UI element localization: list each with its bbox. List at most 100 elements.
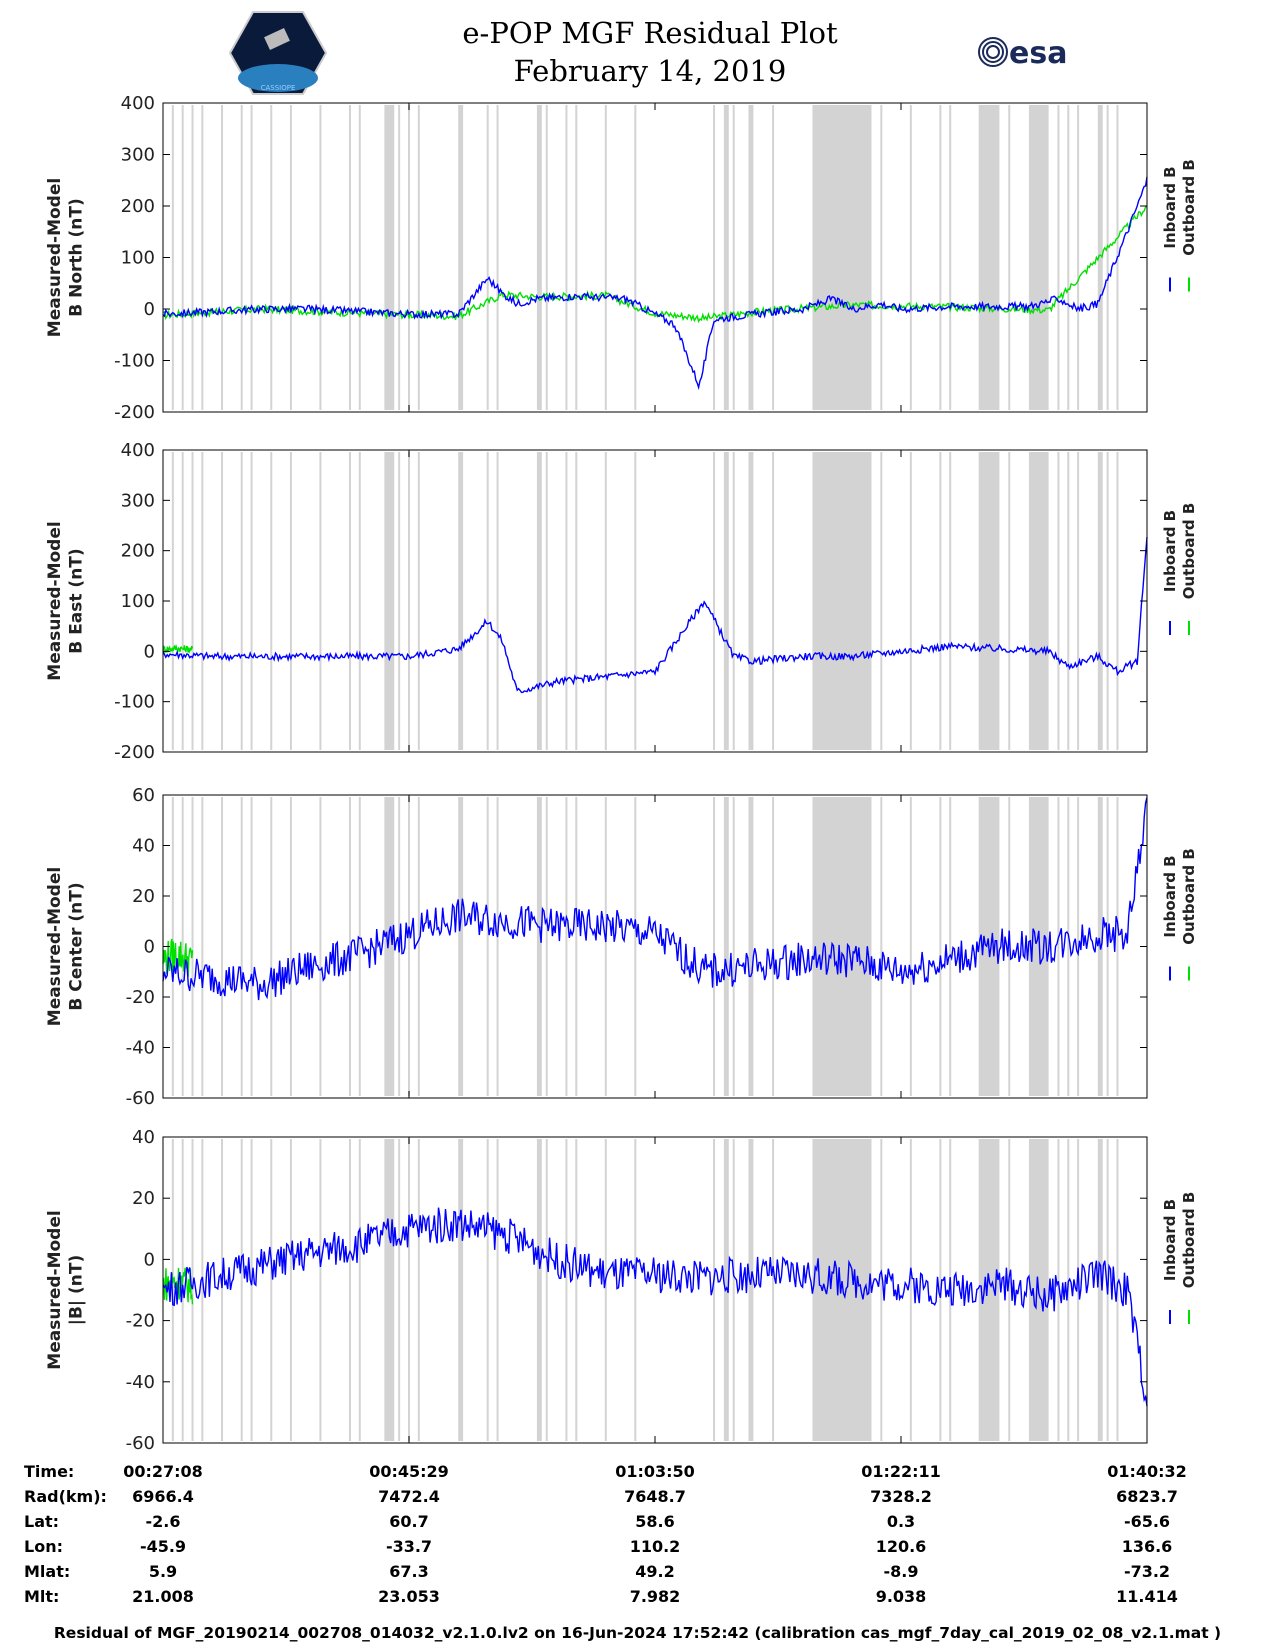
y-tick-label: 0 xyxy=(144,937,155,958)
axis-row-value: 6966.4 xyxy=(132,1487,194,1506)
axis-row-value: 01:22:11 xyxy=(861,1462,941,1481)
shaded-interval-5 xyxy=(748,105,754,410)
axis-row-value: -45.9 xyxy=(139,1537,187,1556)
legend-label-inboard-b: Inboard B xyxy=(1161,855,1179,937)
esa-logo: esa xyxy=(975,30,1095,74)
y-tick-label: -60 xyxy=(126,1433,155,1454)
y-axis-label: Measured-ModelB Center (nT) xyxy=(45,867,86,1026)
axis-row-label: Lon: xyxy=(24,1537,63,1556)
shaded-interval-6 xyxy=(812,105,872,410)
axis-row-label: Rad(km): xyxy=(24,1487,107,1506)
shaded-interval-1 xyxy=(384,105,395,410)
legend-label-outboard-b: Outboard B xyxy=(1180,1192,1198,1289)
y-axis-label-line: B North (nT) xyxy=(66,198,86,317)
legend-label-outboard-b: Outboard B xyxy=(1180,503,1198,600)
y-tick-label: -40 xyxy=(126,1372,155,1393)
shaded-interval-3 xyxy=(536,797,542,1096)
axis-row-value: 49.2 xyxy=(635,1562,675,1581)
legend-label-outboard-b: Outboard B xyxy=(1180,848,1198,945)
shaded-interval-4 xyxy=(723,452,729,750)
y-axis-label: Measured-ModelB East (nT) xyxy=(45,521,86,680)
plot-frame xyxy=(162,449,1148,753)
axis-row-value: 7.982 xyxy=(629,1587,681,1606)
shaded-interval-9 xyxy=(1097,105,1103,410)
shaded-interval-5 xyxy=(748,797,754,1096)
axis-row-value: 110.2 xyxy=(629,1537,681,1556)
series-outboard-b xyxy=(162,644,194,654)
legend-label-inboard-b: Inboard B xyxy=(1161,166,1179,248)
y-axis-label: Measured-ModelB North (nT) xyxy=(45,178,86,337)
shaded-interval-8 xyxy=(1028,105,1049,410)
y-tick-label: 0 xyxy=(144,299,155,320)
shaded-interval-1 xyxy=(384,1139,395,1441)
y-tick-label: 20 xyxy=(132,886,155,907)
y-tick-label: -200 xyxy=(114,402,155,423)
panel-3: -60 -40 -20 0 20 40 60 Measured-ModelB Center (… xyxy=(45,785,1198,1109)
shaded-interval-4 xyxy=(723,797,729,1096)
axis-row-value: 23.053 xyxy=(378,1587,440,1606)
chart-title: e-POP MGF Residual Plot February 14, 201… xyxy=(360,14,940,90)
axis-row-value: 00:45:29 xyxy=(369,1462,449,1481)
y-tick-label: 60 xyxy=(132,785,155,806)
shaded-interval-4 xyxy=(723,105,729,410)
y-tick-label: -200 xyxy=(114,742,155,763)
y-axis-label-line: Measured-Model xyxy=(45,1210,65,1369)
shaded-interval-7 xyxy=(979,1139,1000,1441)
y-axis-label-line: B Center (nT) xyxy=(66,882,86,1010)
axis-row-value: 7328.2 xyxy=(870,1487,932,1506)
axis-row-value: 01:40:32 xyxy=(1107,1462,1187,1481)
title-line-2: February 14, 2019 xyxy=(513,54,787,88)
shaded-interval-6 xyxy=(812,452,872,750)
y-tick-label: 40 xyxy=(132,836,155,857)
series-inboard-b xyxy=(162,536,1148,694)
shaded-interval-1 xyxy=(384,452,395,750)
axis-row-value: 0.3 xyxy=(886,1512,916,1531)
legend-label-outboard-b: Outboard B xyxy=(1180,159,1198,256)
axis-row-value: -65.6 xyxy=(1123,1512,1171,1531)
axis-row-value: 60.7 xyxy=(389,1512,429,1531)
shaded-interval-1 xyxy=(384,797,395,1096)
shaded-interval-2 xyxy=(458,452,464,750)
axis-row-value: -2.6 xyxy=(145,1512,181,1531)
panel-1: -200 -100 0 100 200 300 400 Measured-ModelB Nor… xyxy=(45,93,1198,423)
shaded-interval-7 xyxy=(979,105,1000,410)
y-tick-label: 300 xyxy=(121,490,155,511)
cassiope-logo: CASSIOPE xyxy=(228,10,328,96)
y-tick-label: -20 xyxy=(126,1311,155,1332)
axis-row-label: Mlt: xyxy=(24,1587,60,1606)
shaded-interval-2 xyxy=(458,797,464,1096)
y-axis-label-line: Measured-Model xyxy=(45,867,65,1026)
axis-row-value: 00:27:08 xyxy=(123,1462,203,1481)
axis-row-value: -8.9 xyxy=(883,1562,919,1581)
footnote: Residual of MGF_20190214_002708_014032_v… xyxy=(53,1624,1222,1642)
y-tick-label: 40 xyxy=(132,1127,155,1148)
y-tick-label: 0 xyxy=(144,1249,155,1270)
y-tick-label: 0 xyxy=(144,641,155,662)
axis-row-value: 7648.7 xyxy=(624,1487,686,1506)
y-tick-label: -100 xyxy=(114,351,155,372)
y-tick-label: 400 xyxy=(121,93,155,114)
axis-row-label: Mlat: xyxy=(24,1562,71,1581)
y-axis-label-line: Measured-Model xyxy=(45,178,65,337)
axis-row-value: 21.008 xyxy=(132,1587,194,1606)
axis-row-value: -73.2 xyxy=(1123,1562,1171,1581)
shaded-interval-5 xyxy=(748,1139,754,1441)
y-tick-label: -100 xyxy=(114,692,155,713)
y-tick-label: -40 xyxy=(126,1038,155,1059)
svg-text:esa: esa xyxy=(1009,36,1067,71)
shaded-interval-3 xyxy=(536,452,542,750)
y-tick-label: 200 xyxy=(121,196,155,217)
y-tick-label: 20 xyxy=(132,1188,155,1209)
panel-2: -200 -100 0 100 200 300 400 Measured-ModelB Eas… xyxy=(45,440,1198,763)
axis-row-value: 11.414 xyxy=(1116,1587,1178,1606)
axis-row-value: 120.6 xyxy=(875,1537,927,1556)
y-axis-label-line: B East (nT) xyxy=(66,548,86,653)
y-tick-label: -20 xyxy=(126,987,155,1008)
y-tick-label: 200 xyxy=(121,541,155,562)
plot-frame xyxy=(162,794,1148,1099)
axis-row-value: -33.7 xyxy=(385,1537,433,1556)
shaded-interval-9 xyxy=(1097,452,1103,750)
axis-row-value: 01:03:50 xyxy=(615,1462,695,1481)
legend-label-inboard-b: Inboard B xyxy=(1161,1199,1179,1281)
shaded-interval-7 xyxy=(979,797,1000,1096)
